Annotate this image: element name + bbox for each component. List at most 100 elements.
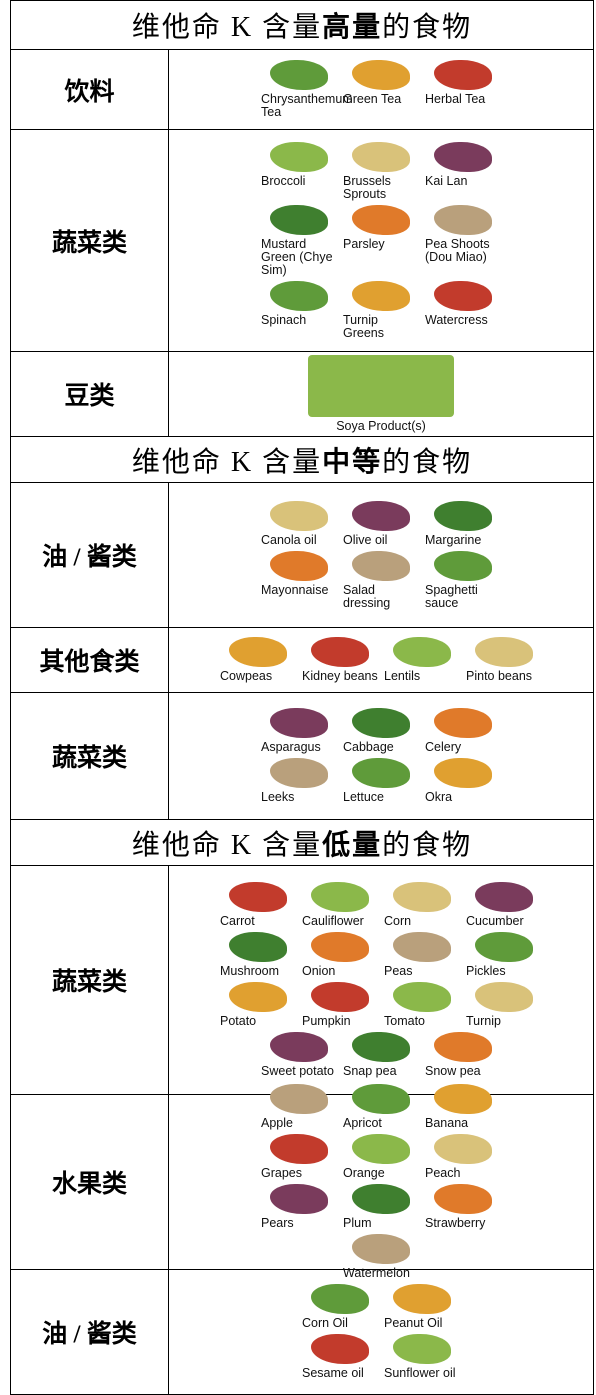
food-image xyxy=(352,500,410,531)
food-image xyxy=(434,708,492,738)
food-label: Peach xyxy=(425,1166,461,1180)
item-row: Asparagus Cabbage Celery xyxy=(261,708,501,754)
food-label: Sweet potato xyxy=(261,1064,334,1078)
food-item: Spaghetti sauce xyxy=(425,550,501,610)
food-label: Parsley xyxy=(343,236,385,251)
food-item: Asparagus xyxy=(261,708,337,754)
title-prefix: 维他命 K 含量 xyxy=(131,829,323,861)
food-item: Mustard Green (Chye Sim) xyxy=(261,204,337,277)
food-image xyxy=(352,550,410,581)
category-label: 饮料 xyxy=(11,50,169,129)
food-item: Lettuce xyxy=(343,758,419,804)
food-label: Pea Shoots (Dou Miao) xyxy=(425,236,490,264)
item-row: Sweet potato Snap pea Snow pea xyxy=(261,1032,501,1078)
food-image xyxy=(393,1284,451,1314)
food-image xyxy=(311,637,369,667)
food-image xyxy=(311,882,369,912)
category-label: 油 / 酱类 xyxy=(11,1270,169,1394)
food-label: Mayonnaise xyxy=(261,582,329,597)
food-label: Tomato xyxy=(384,1014,425,1028)
category-label: 豆类 xyxy=(11,352,169,436)
item-row: Leeks Lettuce Okra xyxy=(261,758,501,804)
food-item: Peach xyxy=(425,1134,501,1180)
food-item: Herbal Tea xyxy=(425,60,501,106)
food-image xyxy=(352,60,410,90)
category-label: 蔬菜类 xyxy=(11,866,169,1094)
title-suffix: 的食物 xyxy=(382,446,473,478)
food-item: Lentils xyxy=(384,637,460,683)
food-label: Snow pea xyxy=(425,1064,481,1078)
food-image xyxy=(434,280,492,311)
title-emphasis: 高量 xyxy=(322,12,383,43)
item-grid: Canola oil Olive oil Margarine Mayonnaise Sa… xyxy=(169,483,593,627)
food-image xyxy=(393,882,451,912)
food-image xyxy=(311,1334,369,1364)
food-label: Carrot xyxy=(220,914,255,928)
food-label: Okra xyxy=(425,790,453,804)
item-grid: Asparagus Cabbage Celery Leeks Lettuce Okra xyxy=(169,693,593,819)
food-label: Herbal Tea xyxy=(425,92,486,106)
category-row: 油 / 酱类 Canola oil Olive oil Margarine Mayonn… xyxy=(11,483,593,628)
item-grid: Corn Oil Peanut Oil Sesame oil Sunflower oi… xyxy=(169,1270,593,1394)
food-label: Spaghetti sauce xyxy=(425,582,478,610)
food-image xyxy=(475,637,533,667)
food-label: Celery xyxy=(425,740,462,754)
food-item: Snow pea xyxy=(425,1032,501,1078)
category-row: 豆类 Soya Product(s) xyxy=(11,352,593,437)
food-image xyxy=(393,1334,451,1364)
food-image xyxy=(434,758,492,788)
item-row: Watermelon xyxy=(343,1234,419,1280)
food-image xyxy=(475,932,533,962)
food-label: Sunflower oil xyxy=(384,1366,456,1380)
food-image xyxy=(434,1084,492,1114)
food-item: Onion xyxy=(302,932,378,978)
food-item: Salad dressing xyxy=(343,550,419,610)
food-image xyxy=(308,355,454,417)
item-row: Mayonnaise Salad dressing Spaghetti sauce xyxy=(261,550,501,610)
food-table: 维他命 K 含量 高量 的食物 饮料 Chrysanthemum Tea Green Te… xyxy=(10,0,594,1395)
food-item: Apple xyxy=(261,1084,337,1130)
food-label: Pears xyxy=(261,1216,294,1230)
food-image xyxy=(434,500,492,531)
food-image xyxy=(229,982,287,1012)
food-image xyxy=(393,982,451,1012)
category-row: 其他食类 Cowpeas Kidney beans Lentils Pinto bean… xyxy=(11,628,593,693)
food-item: Cucumber xyxy=(466,882,542,928)
category-row: 蔬菜类 Broccoli Brussels Sprouts Kai Lan Mustar… xyxy=(11,130,593,352)
food-label: Grapes xyxy=(261,1166,302,1180)
food-label: Cabbage xyxy=(343,740,394,754)
food-item: Peas xyxy=(384,932,460,978)
food-label: Cucumber xyxy=(466,914,524,928)
food-item: Parsley xyxy=(343,204,419,251)
food-label: Green Tea xyxy=(343,92,402,106)
food-item: Strawberry xyxy=(425,1184,501,1230)
food-image xyxy=(229,882,287,912)
food-label: Pumpkin xyxy=(302,1014,351,1028)
food-image xyxy=(434,204,492,235)
food-item: Mayonnaise xyxy=(261,550,337,597)
category-label: 水果类 xyxy=(11,1095,169,1269)
food-label: Lettuce xyxy=(343,790,385,804)
food-label: Pinto beans xyxy=(466,669,533,683)
food-item: Watercress xyxy=(425,280,501,327)
food-image xyxy=(270,708,328,738)
food-image xyxy=(270,1032,328,1062)
food-label: Olive oil xyxy=(343,532,388,547)
food-item: Broccoli xyxy=(261,141,337,188)
food-image xyxy=(434,1134,492,1164)
food-label: Chrysanthemum Tea xyxy=(261,92,353,119)
title-prefix: 维他命 K 含量 xyxy=(131,12,323,43)
food-item: Spinach xyxy=(261,280,337,327)
food-image xyxy=(393,932,451,962)
food-image xyxy=(270,500,328,531)
food-item: Pea Shoots (Dou Miao) xyxy=(425,204,501,264)
section-title: 维他命 K 含量 中等 的食物 xyxy=(11,437,593,483)
food-label: Salad dressing xyxy=(343,582,391,610)
food-item: Kai Lan xyxy=(425,141,501,188)
food-label: Snap pea xyxy=(343,1064,397,1078)
food-image xyxy=(270,280,328,311)
food-label: Peas xyxy=(384,964,413,978)
food-image xyxy=(434,1184,492,1214)
food-label: Spinach xyxy=(261,312,307,327)
